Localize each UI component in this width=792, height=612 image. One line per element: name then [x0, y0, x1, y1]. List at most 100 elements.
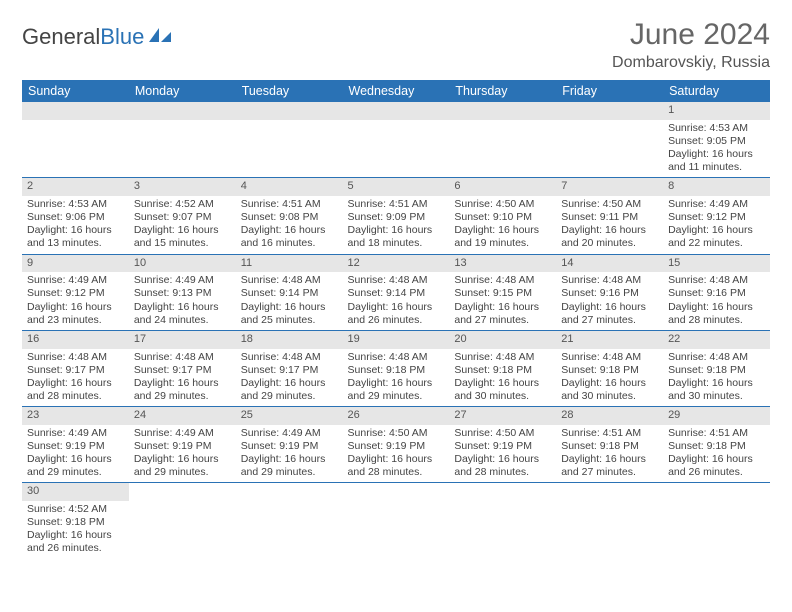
calendar-row: 16Sunrise: 4:48 AMSunset: 9:17 PMDayligh… — [22, 330, 770, 406]
day-content: Sunrise: 4:48 AMSunset: 9:18 PMDaylight:… — [449, 349, 556, 407]
sunset-text: Sunset: 9:19 PM — [134, 440, 231, 453]
sunset-text: Sunset: 9:14 PM — [241, 287, 338, 300]
day-content: Sunrise: 4:49 AMSunset: 9:12 PMDaylight:… — [663, 196, 770, 254]
calendar-cell: 12Sunrise: 4:48 AMSunset: 9:14 PMDayligh… — [343, 254, 450, 330]
empty-daynum — [22, 102, 129, 120]
daylight2-text: and 28 minutes. — [27, 390, 124, 403]
calendar-cell — [236, 102, 343, 178]
sunset-text: Sunset: 9:12 PM — [27, 287, 124, 300]
col-saturday: Saturday — [663, 80, 770, 102]
day-number: 25 — [236, 407, 343, 425]
day-content: Sunrise: 4:49 AMSunset: 9:13 PMDaylight:… — [129, 272, 236, 330]
day-content: Sunrise: 4:51 AMSunset: 9:08 PMDaylight:… — [236, 196, 343, 254]
sunset-text: Sunset: 9:19 PM — [27, 440, 124, 453]
day-content: Sunrise: 4:50 AMSunset: 9:10 PMDaylight:… — [449, 196, 556, 254]
daylight2-text: and 30 minutes. — [561, 390, 658, 403]
day-content: Sunrise: 4:48 AMSunset: 9:15 PMDaylight:… — [449, 272, 556, 330]
day-number: 30 — [22, 483, 129, 501]
sunrise-text: Sunrise: 4:48 AM — [668, 274, 765, 287]
sunset-text: Sunset: 9:09 PM — [348, 211, 445, 224]
daylight1-text: Daylight: 16 hours — [241, 377, 338, 390]
day-number: 2 — [22, 178, 129, 196]
empty-daynum — [129, 102, 236, 120]
daylight1-text: Daylight: 16 hours — [241, 453, 338, 466]
daylight2-text: and 29 minutes. — [241, 466, 338, 479]
day-content: Sunrise: 4:48 AMSunset: 9:16 PMDaylight:… — [663, 272, 770, 330]
sunrise-text: Sunrise: 4:50 AM — [561, 198, 658, 211]
sunset-text: Sunset: 9:11 PM — [561, 211, 658, 224]
calendar-row: 30Sunrise: 4:52 AMSunset: 9:18 PMDayligh… — [22, 483, 770, 559]
daylight1-text: Daylight: 16 hours — [454, 224, 551, 237]
calendar-row: 2Sunrise: 4:53 AMSunset: 9:06 PMDaylight… — [22, 178, 770, 254]
header: GeneralBlue June 2024 Dombarovskiy, Russ… — [22, 18, 770, 72]
day-number: 12 — [343, 255, 450, 273]
calendar-row: 9Sunrise: 4:49 AMSunset: 9:12 PMDaylight… — [22, 254, 770, 330]
sunrise-text: Sunrise: 4:49 AM — [134, 274, 231, 287]
sunrise-text: Sunrise: 4:49 AM — [27, 274, 124, 287]
daylight2-text: and 26 minutes. — [348, 314, 445, 327]
daylight1-text: Daylight: 16 hours — [561, 377, 658, 390]
daylight2-text: and 27 minutes. — [561, 314, 658, 327]
empty-daynum — [236, 102, 343, 120]
day-number: 10 — [129, 255, 236, 273]
sunrise-text: Sunrise: 4:48 AM — [27, 351, 124, 364]
day-content: Sunrise: 4:48 AMSunset: 9:18 PMDaylight:… — [663, 349, 770, 407]
sunset-text: Sunset: 9:18 PM — [454, 364, 551, 377]
sunrise-text: Sunrise: 4:48 AM — [348, 274, 445, 287]
empty-daynum — [449, 102, 556, 120]
calendar-cell — [343, 483, 450, 559]
sunrise-text: Sunrise: 4:51 AM — [561, 427, 658, 440]
daylight1-text: Daylight: 16 hours — [27, 301, 124, 314]
calendar-cell: 26Sunrise: 4:50 AMSunset: 9:19 PMDayligh… — [343, 407, 450, 483]
col-monday: Monday — [129, 80, 236, 102]
calendar-cell: 6Sunrise: 4:50 AMSunset: 9:10 PMDaylight… — [449, 178, 556, 254]
calendar-row: 23Sunrise: 4:49 AMSunset: 9:19 PMDayligh… — [22, 407, 770, 483]
calendar-cell: 24Sunrise: 4:49 AMSunset: 9:19 PMDayligh… — [129, 407, 236, 483]
daylight1-text: Daylight: 16 hours — [27, 377, 124, 390]
daylight1-text: Daylight: 16 hours — [668, 453, 765, 466]
daylight2-text: and 15 minutes. — [134, 237, 231, 250]
daylight1-text: Daylight: 16 hours — [134, 301, 231, 314]
calendar-cell: 10Sunrise: 4:49 AMSunset: 9:13 PMDayligh… — [129, 254, 236, 330]
daylight1-text: Daylight: 16 hours — [134, 453, 231, 466]
sunset-text: Sunset: 9:06 PM — [27, 211, 124, 224]
sunrise-text: Sunrise: 4:51 AM — [348, 198, 445, 211]
daylight2-text: and 18 minutes. — [348, 237, 445, 250]
daylight1-text: Daylight: 16 hours — [454, 453, 551, 466]
sunset-text: Sunset: 9:19 PM — [348, 440, 445, 453]
day-content: Sunrise: 4:51 AMSunset: 9:09 PMDaylight:… — [343, 196, 450, 254]
calendar-cell — [663, 483, 770, 559]
day-number: 14 — [556, 255, 663, 273]
logo-text-part1: General — [22, 24, 100, 50]
calendar-table: Sunday Monday Tuesday Wednesday Thursday… — [22, 80, 770, 559]
calendar-cell: 23Sunrise: 4:49 AMSunset: 9:19 PMDayligh… — [22, 407, 129, 483]
sunset-text: Sunset: 9:08 PM — [241, 211, 338, 224]
sunset-text: Sunset: 9:07 PM — [134, 211, 231, 224]
calendar-cell: 16Sunrise: 4:48 AMSunset: 9:17 PMDayligh… — [22, 330, 129, 406]
col-wednesday: Wednesday — [343, 80, 450, 102]
daylight2-text: and 23 minutes. — [27, 314, 124, 327]
daylight1-text: Daylight: 16 hours — [561, 224, 658, 237]
day-number: 6 — [449, 178, 556, 196]
calendar-cell: 9Sunrise: 4:49 AMSunset: 9:12 PMDaylight… — [22, 254, 129, 330]
calendar-cell: 1Sunrise: 4:53 AMSunset: 9:05 PMDaylight… — [663, 102, 770, 178]
calendar-cell: 18Sunrise: 4:48 AMSunset: 9:17 PMDayligh… — [236, 330, 343, 406]
calendar-cell — [129, 483, 236, 559]
col-friday: Friday — [556, 80, 663, 102]
calendar-cell: 20Sunrise: 4:48 AMSunset: 9:18 PMDayligh… — [449, 330, 556, 406]
sunrise-text: Sunrise: 4:50 AM — [454, 198, 551, 211]
daylight1-text: Daylight: 16 hours — [27, 224, 124, 237]
sunrise-text: Sunrise: 4:48 AM — [561, 351, 658, 364]
daylight1-text: Daylight: 16 hours — [241, 301, 338, 314]
daylight2-text: and 29 minutes. — [134, 466, 231, 479]
sunrise-text: Sunrise: 4:49 AM — [134, 427, 231, 440]
daylight1-text: Daylight: 16 hours — [134, 377, 231, 390]
calendar-cell: 25Sunrise: 4:49 AMSunset: 9:19 PMDayligh… — [236, 407, 343, 483]
daylight2-text: and 20 minutes. — [561, 237, 658, 250]
sunrise-text: Sunrise: 4:48 AM — [668, 351, 765, 364]
calendar-cell: 14Sunrise: 4:48 AMSunset: 9:16 PMDayligh… — [556, 254, 663, 330]
day-number: 26 — [343, 407, 450, 425]
sail-icon — [147, 24, 173, 50]
sunrise-text: Sunrise: 4:50 AM — [454, 427, 551, 440]
calendar-cell: 21Sunrise: 4:48 AMSunset: 9:18 PMDayligh… — [556, 330, 663, 406]
